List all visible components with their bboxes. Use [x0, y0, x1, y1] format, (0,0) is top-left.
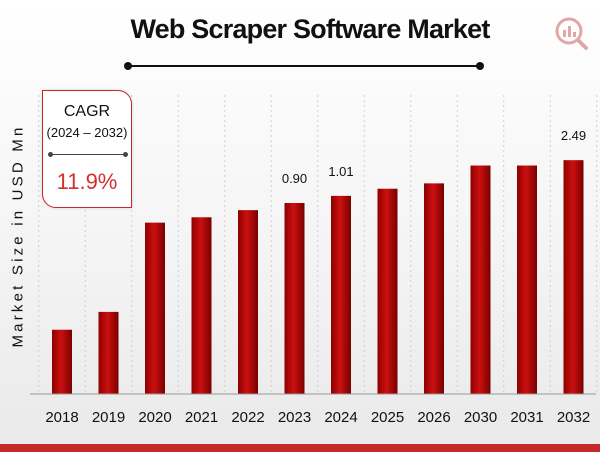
- underline-left-dot: [124, 62, 132, 70]
- cagr-divider-left-dot: [48, 152, 53, 157]
- cagr-value: 11.9%: [56, 169, 118, 194]
- cagr-period: (2024 – 2032): [46, 125, 128, 140]
- bar-2031: [517, 165, 537, 394]
- bar-2020: [145, 222, 165, 394]
- x-tick-label: 2020: [138, 409, 171, 426]
- bar-2032: [563, 160, 584, 394]
- bar-2022: [238, 210, 258, 394]
- data-label: 1.01: [328, 164, 353, 179]
- data-label: 2.49: [561, 128, 586, 143]
- bar-2026: [424, 183, 444, 394]
- x-tick-label: 2022: [231, 409, 264, 426]
- x-tick-label: 2019: [92, 409, 125, 426]
- underline-right-dot: [476, 62, 484, 70]
- x-tick-label: 2025: [371, 409, 404, 426]
- cagr-title: CAGR: [63, 103, 111, 120]
- bottom-band: [0, 444, 600, 452]
- cagr-divider-right-dot: [123, 152, 128, 157]
- cagr-divider: [48, 152, 128, 157]
- company-logo-icon: [555, 17, 588, 50]
- bar-2018: [52, 329, 72, 394]
- bar-2021: [191, 217, 212, 394]
- x-tick-label: 2018: [45, 409, 78, 426]
- bar-2030: [470, 165, 491, 394]
- bar-2023: [284, 203, 305, 394]
- x-tick-label: 2023: [278, 409, 311, 426]
- bar-2019: [98, 311, 119, 394]
- x-tick-label: 2021: [185, 409, 218, 426]
- title-underline: [124, 62, 484, 70]
- data-label: 0.90: [282, 171, 307, 186]
- x-tick-label: 2032: [557, 409, 590, 426]
- x-tick-label: 2026: [417, 409, 450, 426]
- x-tick-label: 2031: [510, 409, 543, 426]
- x-tick-label: 2030: [464, 409, 497, 426]
- bar-2024: [331, 195, 351, 394]
- bar-2025: [377, 188, 398, 394]
- x-tick-label: 2024: [324, 409, 357, 426]
- chart-title: Web Scraper Software Market: [130, 14, 490, 44]
- cagr-callout: CAGR (2024 – 2032) 11.9%: [42, 90, 132, 208]
